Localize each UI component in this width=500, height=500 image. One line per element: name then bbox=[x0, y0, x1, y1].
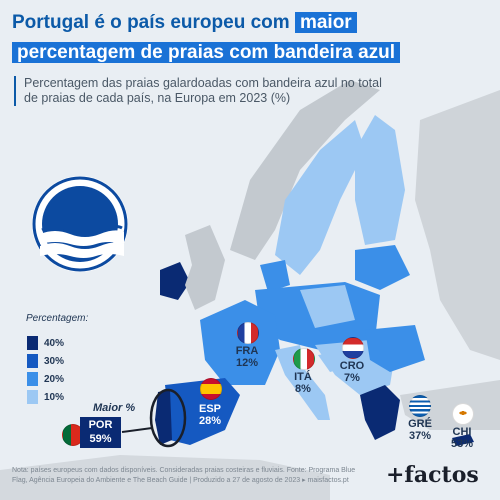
spain-flag-icon bbox=[200, 378, 222, 400]
croatia-region bbox=[318, 352, 345, 372]
title-plain: Portugal é o país europeu com bbox=[12, 12, 290, 33]
label-esp-value: 28% bbox=[198, 415, 222, 427]
label-fra-code: FRA bbox=[235, 345, 259, 357]
eastern-landmass bbox=[415, 90, 500, 360]
estonia-latvia-region bbox=[355, 245, 410, 290]
label-fra: FRA 12% bbox=[230, 345, 264, 369]
turkey-land bbox=[400, 380, 500, 430]
legend-label-10: 10% bbox=[44, 392, 65, 403]
greece-flag-icon bbox=[409, 395, 431, 417]
brand-logo: +factos bbox=[386, 462, 479, 488]
cyprus-region bbox=[452, 434, 474, 446]
title-highlight-1: maior bbox=[294, 12, 357, 33]
sweden-region bbox=[275, 120, 365, 275]
label-fra-value: 12% bbox=[235, 357, 259, 369]
label-cro: CRO 7% bbox=[335, 360, 369, 384]
denmark-region bbox=[260, 260, 290, 292]
title-line-1: Portugal é o país europeu com maior bbox=[12, 10, 357, 36]
france-region bbox=[200, 300, 280, 385]
title-highlight-2: percentagem de praias com bandeira azul bbox=[12, 42, 401, 63]
label-por-code: POR bbox=[88, 419, 113, 431]
label-ita: ITÁ 8% bbox=[286, 371, 320, 395]
italy-region bbox=[275, 345, 330, 420]
label-por: POR 59% bbox=[80, 417, 121, 448]
finland-region bbox=[355, 115, 405, 245]
legend-label-30: 30% bbox=[44, 356, 65, 367]
blue-flag-logo-icon bbox=[32, 176, 128, 272]
footnote: Nota: países europeus com dados disponív… bbox=[12, 467, 356, 484]
label-esp-code: ESP bbox=[198, 403, 221, 415]
legend-swatch-40 bbox=[27, 336, 38, 350]
legend-swatch-20 bbox=[27, 372, 38, 386]
highlight-label: Maior % bbox=[93, 402, 136, 414]
label-esp: ESP 28% bbox=[193, 403, 227, 427]
label-chi-value: 53% bbox=[450, 438, 474, 450]
label-cro-value: 7% bbox=[344, 372, 360, 384]
norway-land bbox=[230, 80, 380, 260]
legend-label-20: 20% bbox=[44, 374, 65, 385]
portugal-highlight-ring bbox=[149, 388, 187, 448]
ireland-region bbox=[160, 262, 190, 300]
subtitle: Percentagem das praias galardoadas com b… bbox=[14, 76, 384, 106]
portugal-connector-line bbox=[121, 427, 153, 433]
label-gre-code: GRÉ bbox=[408, 418, 432, 430]
label-gre: GRÉ 37% bbox=[402, 418, 438, 442]
label-por-value: 59% bbox=[89, 433, 112, 445]
cyprus-flag-icon bbox=[452, 403, 474, 425]
legend-title: Percentagem: bbox=[26, 313, 89, 324]
portugal-region bbox=[155, 390, 172, 445]
title-line-2: percentagem de praias com bandeira azul bbox=[12, 40, 401, 66]
romania-bulgaria-region bbox=[365, 325, 425, 372]
croatia-flag-icon bbox=[342, 337, 364, 359]
label-chi-code: CHI bbox=[452, 426, 472, 438]
legend-label-40: 40% bbox=[44, 338, 65, 349]
legend-swatch-30 bbox=[27, 354, 38, 368]
label-ita-value: 8% bbox=[295, 383, 311, 395]
france-flag-icon bbox=[237, 322, 259, 344]
legend-swatch-10 bbox=[27, 390, 38, 404]
uk-land bbox=[185, 225, 225, 310]
label-gre-value: 37% bbox=[408, 430, 432, 442]
label-cro-code: CRO bbox=[339, 360, 365, 372]
italy-flag-icon bbox=[293, 348, 315, 370]
poland-region bbox=[300, 285, 355, 328]
greece-region bbox=[360, 385, 400, 440]
label-chi: CHI 53% bbox=[445, 426, 479, 450]
label-ita-code: ITÁ bbox=[294, 371, 312, 383]
north-africa-land bbox=[0, 455, 330, 500]
